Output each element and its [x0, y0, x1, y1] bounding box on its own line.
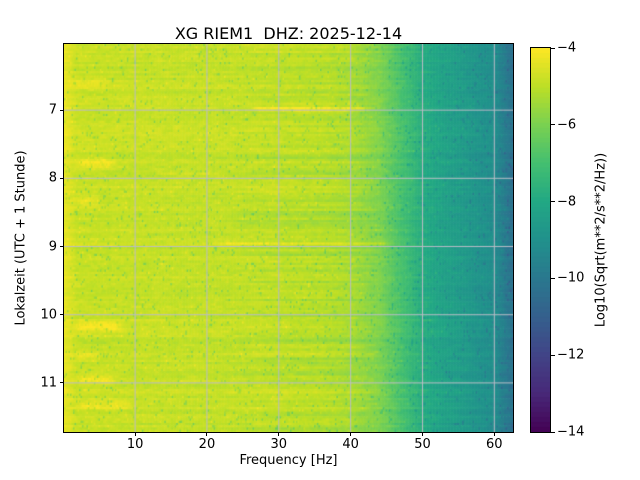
- colorbar-tick-mark: [551, 354, 555, 356]
- y-tick-mark: [60, 246, 64, 248]
- x-tick-label: 10: [126, 437, 144, 452]
- y-tick-label: 11: [40, 375, 57, 391]
- x-tick-mark: [278, 432, 280, 436]
- colorbar-tick-mark: [551, 47, 555, 49]
- colorbar-tick-label: −4: [557, 40, 577, 56]
- y-tick-label: 9: [48, 239, 57, 255]
- spectrogram-canvas: [64, 44, 513, 432]
- x-tick-mark: [206, 432, 208, 436]
- y-tick-label: 8: [48, 170, 57, 186]
- y-tick-mark: [60, 382, 64, 384]
- colorbar: [530, 47, 551, 433]
- colorbar-tick-label: −6: [557, 117, 577, 133]
- x-tick-label: 40: [342, 437, 359, 452]
- colorbar-label: Log10(Sqrt(m**2/s**2/Hz)): [593, 152, 609, 328]
- plot-area: [63, 43, 514, 433]
- x-tick-mark: [421, 432, 423, 436]
- x-tick-label: 30: [270, 437, 288, 452]
- colorbar-tick-mark: [551, 124, 555, 126]
- x-tick-label: 20: [198, 437, 216, 452]
- colorbar-tick-label: −10: [557, 270, 585, 286]
- colorbar-tick-mark: [551, 201, 555, 203]
- colorbar-tick-mark: [551, 431, 555, 433]
- x-tick-mark: [134, 432, 136, 436]
- colorbar-tick-mark: [551, 277, 555, 279]
- colorbar-tick-label: −8: [557, 194, 577, 210]
- colorbar-tick-label: −14: [557, 424, 585, 440]
- x-tick-mark: [493, 432, 495, 436]
- y-tick-mark: [60, 314, 64, 316]
- y-tick-label: 10: [40, 307, 57, 323]
- x-axis-label: Frequency [Hz]: [239, 453, 338, 468]
- y-tick-mark: [60, 177, 64, 179]
- colorbar-canvas: [531, 48, 550, 432]
- x-tick-mark: [350, 432, 352, 436]
- chart-title: XG RIEM1 DHZ: 2025-12-14: [174, 24, 403, 43]
- x-tick-label: 60: [486, 437, 503, 452]
- x-tick-label: 50: [414, 437, 431, 452]
- y-tick-mark: [60, 109, 64, 111]
- y-tick-label: 7: [48, 102, 57, 118]
- colorbar-tick-label: −12: [557, 347, 585, 363]
